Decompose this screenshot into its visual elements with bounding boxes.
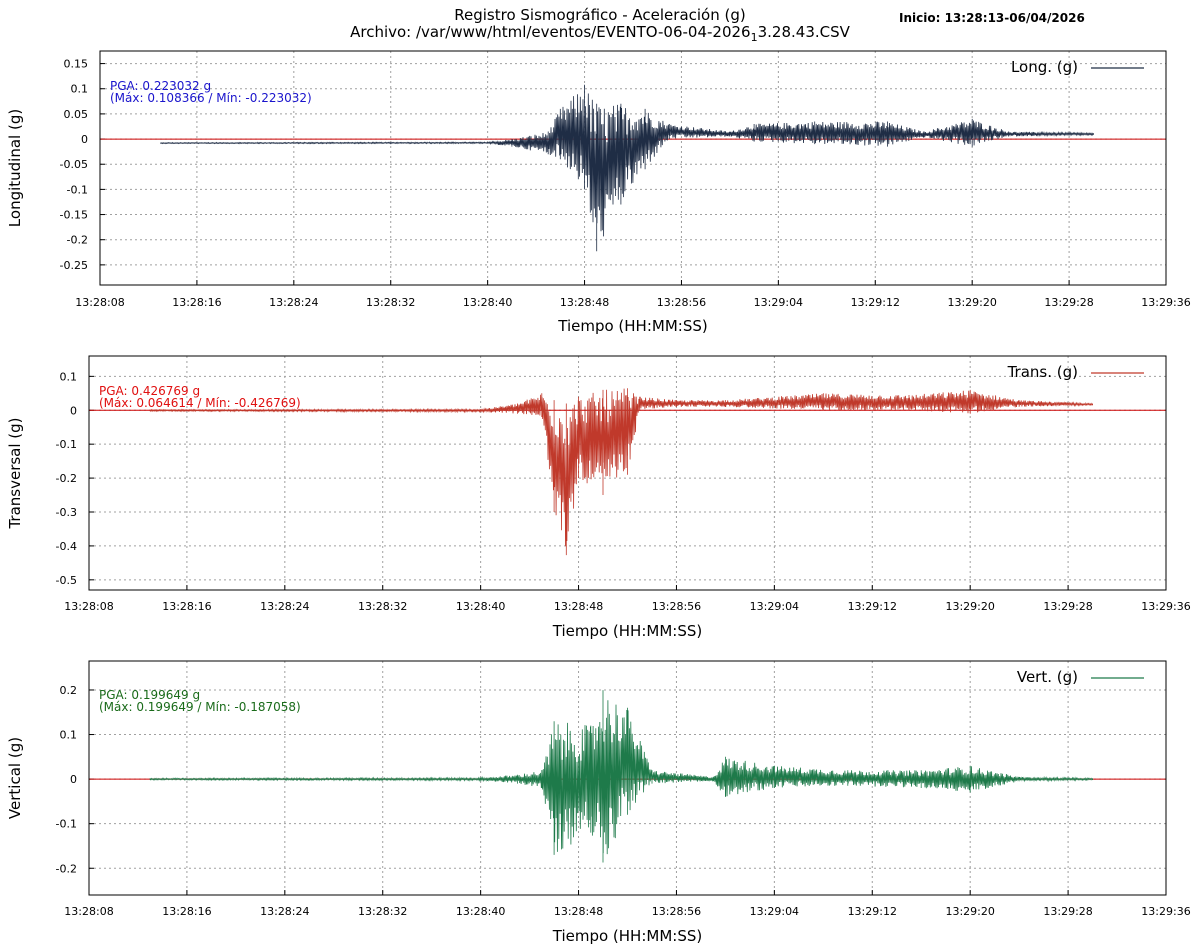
x-tick-label: 13:29:28 [1043,600,1092,613]
x-tick-label: 13:28:56 [657,296,706,309]
y-tick-label: 0 [81,133,88,146]
x-tick-label: 13:28:56 [652,905,701,918]
x-tick-label: 13:29:04 [750,600,799,613]
x-tick-label: 13:28:48 [554,905,603,918]
y-tick-label: -0.4 [56,540,77,553]
x-tick-label: 13:29:12 [851,296,900,309]
x-tick-label: 13:28:48 [560,296,609,309]
y-tick-label: -0.1 [56,818,77,831]
legend-label: Long. (g) [1011,58,1078,76]
x-tick-label: 13:28:08 [75,296,124,309]
x-tick-label: 13:28:08 [64,600,113,613]
y-axis-label: Transversal (g) [6,417,24,529]
start-time-label: Inicio: 13:28:13-06/04/2026 [899,11,1085,25]
y-tick-label: 0.2 [60,684,78,697]
y-tick-label: 0.1 [71,83,89,96]
y-tick-label: -0.05 [60,158,88,171]
x-tick-label: 13:29:12 [848,905,897,918]
plot-frame [88,355,1167,591]
x-tick-label: 13:28:40 [456,905,505,918]
x-tick-label: 13:29:12 [848,600,897,613]
y-tick-label: -0.2 [67,234,88,247]
y-tick-label: -0.15 [60,209,88,222]
y-tick-label: -0.1 [56,438,77,451]
pga-annotation: PGA: 0.426769 g [99,384,200,398]
y-tick-label: -0.2 [56,472,77,485]
chart-title: Registro Sismográfico - Aceleración (g) [454,6,746,24]
y-tick-label: 0.15 [64,58,89,71]
y-tick-label: 0 [70,773,77,786]
y-tick-label: -0.5 [56,574,77,587]
x-tick-label: 13:29:28 [1044,296,1093,309]
x-axis-label: Tiempo (HH:MM:SS) [557,317,707,335]
series-trace [160,84,1094,252]
x-tick-label: 13:28:16 [162,905,211,918]
series-trace [149,388,1093,556]
chart-subtitle-file: Archivo: /var/www/html/eventos/EVENTO-06… [0,23,1200,44]
x-tick-label: 13:28:40 [456,600,505,613]
y-tick-label: 0.1 [60,729,78,742]
max-min-annotation: (Máx: 0.064614 / Mín: -0.426769) [99,396,301,410]
max-min-annotation: (Máx: 0.108366 / Mín: -0.223032) [110,91,312,105]
x-axis-label: Tiempo (HH:MM:SS) [552,927,702,945]
x-tick-label: 13:29:36 [1141,600,1190,613]
x-tick-label: 13:29:20 [945,600,994,613]
x-tick-label: 13:28:32 [366,296,415,309]
x-tick-label: 13:28:32 [358,905,407,918]
file-path-subscript: 1 [750,31,758,44]
plot-frame [99,50,1167,286]
x-tick-label: 13:28:08 [64,905,113,918]
x-tick-label: 13:28:16 [172,296,221,309]
x-tick-label: 13:29:04 [754,296,803,309]
x-tick-label: 13:28:24 [260,600,309,613]
x-axis-label: Tiempo (HH:MM:SS) [552,622,702,640]
y-axis-label: Longitudinal (g) [6,109,24,227]
max-min-annotation: (Máx: 0.199649 / Mín: -0.187058) [99,700,301,714]
y-tick-label: -0.25 [60,259,88,272]
x-tick-label: 13:28:40 [463,296,512,309]
pga-annotation: PGA: 0.223032 g [110,79,211,93]
chart-panel-2: 13:28:08 13:28:16 13:28:24 13:28:32 13:28:40… [6,355,1191,640]
x-tick-label: 13:28:32 [358,600,407,613]
y-tick-label: -0.2 [56,862,77,875]
y-tick-label: 0.1 [60,370,78,383]
x-tick-label: 13:28:24 [269,296,318,309]
chart-panel-3: 13:28:08 13:28:16 13:28:24 13:28:32 13:28:40… [6,660,1191,945]
x-tick-label: 13:29:20 [945,905,994,918]
x-tick-label: 13:29:28 [1043,905,1092,918]
x-tick-label: 13:28:24 [260,905,309,918]
x-tick-label: 13:29:20 [947,296,996,309]
pga-annotation: PGA: 0.199649 g [99,688,200,702]
legend-label: Vert. (g) [1017,668,1078,686]
file-path-rest: 3.28.43.CSV [757,23,850,41]
x-tick-label: 13:29:04 [750,905,799,918]
plot-frame [88,660,1167,896]
x-tick-label: 13:28:48 [554,600,603,613]
file-path-main: Archivo: /var/www/html/eventos/EVENTO-06… [350,23,751,41]
y-axis-label: Vertical (g) [6,737,24,819]
y-tick-label: -0.3 [56,506,77,519]
x-tick-label: 13:28:56 [652,600,701,613]
chart-panel-1: 13:28:08 13:28:16 13:28:24 13:28:32 13:28:40… [6,50,1191,335]
series-trace [149,690,1093,863]
y-tick-label: 0 [70,404,77,417]
x-tick-label: 13:29:36 [1141,905,1190,918]
y-tick-label: -0.1 [67,183,88,196]
legend-label: Trans. (g) [1007,363,1078,381]
y-tick-label: 0.05 [64,108,89,121]
x-tick-label: 13:29:36 [1141,296,1190,309]
x-tick-label: 13:28:16 [162,600,211,613]
